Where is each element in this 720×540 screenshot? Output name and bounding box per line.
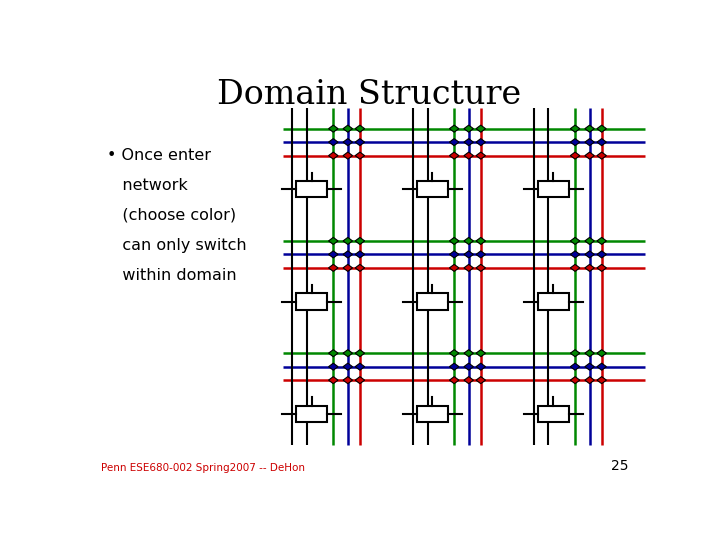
- Polygon shape: [476, 350, 485, 357]
- Polygon shape: [355, 125, 364, 132]
- Polygon shape: [464, 125, 474, 132]
- Polygon shape: [570, 238, 580, 245]
- Polygon shape: [449, 238, 459, 245]
- Polygon shape: [597, 265, 606, 272]
- Bar: [417, 293, 448, 309]
- Polygon shape: [585, 350, 594, 357]
- Polygon shape: [449, 363, 459, 370]
- Polygon shape: [328, 350, 338, 357]
- Polygon shape: [570, 265, 580, 272]
- Polygon shape: [328, 152, 338, 159]
- Bar: [417, 406, 448, 422]
- Polygon shape: [355, 363, 364, 370]
- Polygon shape: [464, 238, 474, 245]
- Text: (choose color): (choose color): [107, 208, 236, 223]
- Text: 25: 25: [611, 459, 629, 473]
- Polygon shape: [328, 139, 338, 146]
- Bar: [417, 181, 448, 198]
- Polygon shape: [597, 363, 606, 370]
- Polygon shape: [597, 152, 606, 159]
- Polygon shape: [355, 139, 364, 146]
- Polygon shape: [343, 125, 353, 132]
- Polygon shape: [476, 376, 485, 384]
- Text: can only switch: can only switch: [107, 238, 246, 253]
- Polygon shape: [585, 363, 594, 370]
- Polygon shape: [585, 125, 594, 132]
- Polygon shape: [585, 238, 594, 245]
- Polygon shape: [355, 265, 364, 272]
- Polygon shape: [570, 363, 580, 370]
- Polygon shape: [476, 363, 485, 370]
- Polygon shape: [476, 125, 485, 132]
- Polygon shape: [449, 350, 459, 357]
- Bar: [296, 406, 327, 422]
- Polygon shape: [449, 376, 459, 384]
- Polygon shape: [464, 251, 474, 258]
- Polygon shape: [570, 376, 580, 384]
- Polygon shape: [355, 376, 364, 384]
- Polygon shape: [449, 251, 459, 258]
- Polygon shape: [585, 376, 594, 384]
- Polygon shape: [343, 251, 353, 258]
- Polygon shape: [449, 265, 459, 272]
- Bar: [296, 293, 327, 309]
- Polygon shape: [585, 251, 594, 258]
- Polygon shape: [343, 139, 353, 146]
- Polygon shape: [597, 125, 606, 132]
- Polygon shape: [449, 125, 459, 132]
- Polygon shape: [476, 238, 485, 245]
- Polygon shape: [343, 350, 353, 357]
- Text: network: network: [107, 178, 187, 193]
- Polygon shape: [343, 265, 353, 272]
- Text: within domain: within domain: [107, 268, 236, 283]
- Polygon shape: [476, 251, 485, 258]
- Text: Penn ESE680-002 Spring2007 -- DeHon: Penn ESE680-002 Spring2007 -- DeHon: [101, 463, 305, 473]
- Polygon shape: [597, 238, 606, 245]
- Polygon shape: [355, 238, 364, 245]
- Polygon shape: [328, 251, 338, 258]
- Polygon shape: [570, 251, 580, 258]
- Polygon shape: [343, 152, 353, 159]
- Polygon shape: [328, 363, 338, 370]
- Polygon shape: [328, 238, 338, 245]
- Polygon shape: [464, 265, 474, 272]
- Polygon shape: [570, 139, 580, 146]
- Polygon shape: [476, 139, 485, 146]
- Polygon shape: [585, 139, 594, 146]
- Polygon shape: [328, 265, 338, 272]
- Polygon shape: [355, 251, 364, 258]
- Polygon shape: [597, 350, 606, 357]
- Bar: [538, 406, 569, 422]
- Bar: [538, 181, 569, 198]
- Polygon shape: [597, 251, 606, 258]
- Text: Domain Structure: Domain Structure: [217, 79, 521, 111]
- Polygon shape: [355, 152, 364, 159]
- Polygon shape: [570, 125, 580, 132]
- Polygon shape: [355, 350, 364, 357]
- Polygon shape: [343, 363, 353, 370]
- Polygon shape: [476, 265, 485, 272]
- Polygon shape: [464, 376, 474, 384]
- Polygon shape: [464, 139, 474, 146]
- Bar: [538, 293, 569, 309]
- Polygon shape: [343, 238, 353, 245]
- Polygon shape: [328, 125, 338, 132]
- Polygon shape: [464, 350, 474, 357]
- Polygon shape: [597, 139, 606, 146]
- Polygon shape: [476, 152, 485, 159]
- Polygon shape: [449, 152, 459, 159]
- Polygon shape: [570, 350, 580, 357]
- Polygon shape: [585, 152, 594, 159]
- Polygon shape: [464, 152, 474, 159]
- Polygon shape: [449, 139, 459, 146]
- Polygon shape: [343, 376, 353, 384]
- Polygon shape: [597, 376, 606, 384]
- Polygon shape: [464, 363, 474, 370]
- Bar: [296, 181, 327, 198]
- Text: • Once enter: • Once enter: [107, 148, 211, 163]
- Polygon shape: [585, 265, 594, 272]
- Polygon shape: [328, 376, 338, 384]
- Polygon shape: [570, 152, 580, 159]
